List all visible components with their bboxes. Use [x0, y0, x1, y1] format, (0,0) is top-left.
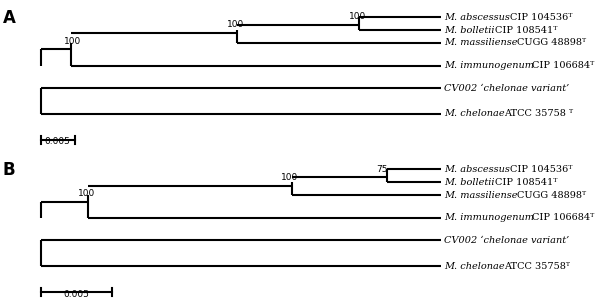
Text: CIP 106684ᵀ: CIP 106684ᵀ: [532, 213, 595, 222]
Text: CIP 104536ᵀ: CIP 104536ᵀ: [509, 13, 572, 22]
Text: 100: 100: [227, 21, 244, 29]
Text: M. massiliense: M. massiliense: [444, 39, 521, 47]
Text: M. chelonae: M. chelonae: [444, 262, 508, 271]
Text: M. bolletii: M. bolletii: [444, 25, 498, 35]
Text: 100: 100: [281, 173, 299, 182]
Text: M. immunogenum: M. immunogenum: [444, 213, 538, 222]
Text: CIP 108541ᵀ: CIP 108541ᵀ: [495, 25, 557, 35]
Text: CIP 106684ᵀ: CIP 106684ᵀ: [532, 61, 595, 70]
Text: 100: 100: [78, 189, 95, 198]
Text: CIP 108541ᵀ: CIP 108541ᵀ: [495, 178, 557, 187]
Text: 0.005: 0.005: [44, 137, 70, 146]
Text: 100: 100: [64, 36, 82, 46]
Text: ATCC 35758 ᵀ: ATCC 35758 ᵀ: [505, 110, 574, 118]
Text: CV002 ‘chelonae variant’: CV002 ‘chelonae variant’: [444, 236, 569, 245]
Text: A: A: [3, 9, 16, 27]
Text: M. immunogenum: M. immunogenum: [444, 61, 538, 70]
Text: B: B: [3, 161, 16, 179]
Text: M. bolletii: M. bolletii: [444, 178, 498, 187]
Text: M. massiliense: M. massiliense: [444, 191, 521, 200]
Text: CV002 ‘chelonae variant’: CV002 ‘chelonae variant’: [444, 84, 569, 93]
Text: ATCC 35758ᵀ: ATCC 35758ᵀ: [505, 262, 571, 271]
Text: M. abscessus: M. abscessus: [444, 165, 513, 174]
Text: CUGG 48898ᵀ: CUGG 48898ᵀ: [517, 39, 586, 47]
Text: CIP 104536ᵀ: CIP 104536ᵀ: [509, 165, 572, 174]
Text: CUGG 48898ᵀ: CUGG 48898ᵀ: [517, 191, 586, 200]
Text: 75: 75: [376, 165, 388, 174]
Text: M. chelonae: M. chelonae: [444, 110, 508, 118]
Text: 100: 100: [349, 12, 367, 21]
Text: 0.005: 0.005: [63, 289, 89, 299]
Text: M. abscessus: M. abscessus: [444, 13, 513, 22]
